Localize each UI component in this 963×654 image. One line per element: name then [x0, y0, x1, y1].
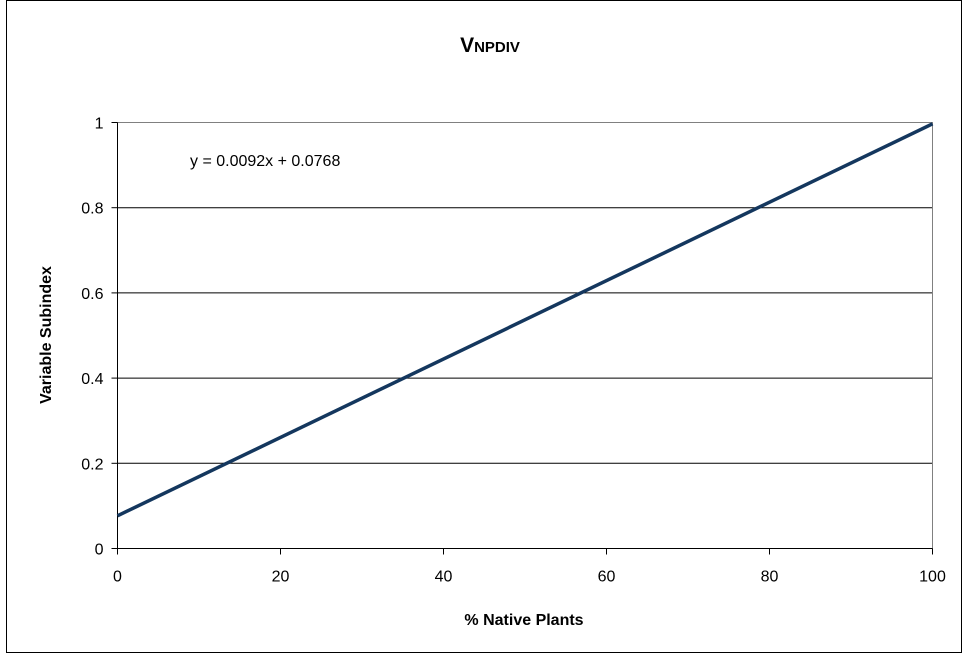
trendline-equation: y = 0.0092x + 0.0768 [190, 153, 340, 170]
y-tick-label-3: 0.6 [81, 286, 103, 303]
y-tick-label-0: 0 [95, 542, 104, 559]
x-tick-label-4: 80 [761, 569, 779, 586]
y-tick-label-5: 1 [95, 116, 104, 133]
chart-frame [6, 0, 962, 653]
y-tick-label-1: 0.2 [81, 456, 103, 473]
x-tick-label-3: 60 [598, 569, 616, 586]
chart-title: VNPDIV [460, 34, 520, 57]
series-layer [116, 122, 934, 518]
y-axis-label: Variable Subindex [38, 266, 55, 404]
y-tick-label-2: 0.4 [81, 371, 103, 388]
y-tick-label-4: 0.8 [81, 201, 103, 218]
x-tick-label-2: 40 [435, 569, 453, 586]
axis-ticks: 0 0.2 0.4 0.6 0.8 1 0 20 40 60 80 100 [81, 116, 946, 586]
x-tick-label-5: 100 [919, 569, 946, 586]
series-line-0 [116, 122, 934, 518]
x-axis-label: % Native Plants [464, 612, 583, 629]
x-tick-label-0: 0 [113, 569, 122, 586]
gridlines [117, 207, 933, 464]
x-tick-label-1: 20 [272, 569, 290, 586]
